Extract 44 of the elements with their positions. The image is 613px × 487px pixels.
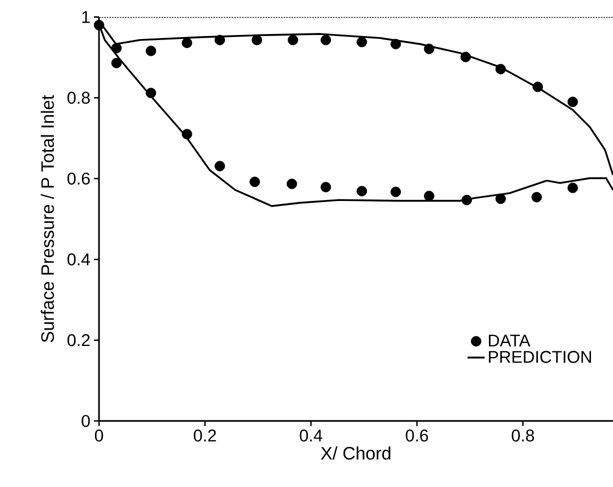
legend-label: PREDICTION xyxy=(488,350,591,363)
point xyxy=(182,38,192,48)
legend-label: DATA xyxy=(488,334,530,346)
point xyxy=(146,46,156,56)
point xyxy=(495,64,506,74)
y-tick-label: 0.8 xyxy=(68,92,90,104)
point xyxy=(531,192,542,202)
point xyxy=(568,182,578,194)
x-axis-title: X/ Chord xyxy=(320,446,390,460)
y-tick-label: 0 xyxy=(82,414,90,428)
y-tick-label: 0.6 xyxy=(68,172,90,185)
x-tick-label: 0.8 xyxy=(512,430,534,442)
y-axis-title: Surface Pressure / P Total Inlet xyxy=(40,95,54,342)
point xyxy=(214,160,226,172)
x-tick-label: 0.6 xyxy=(406,430,428,442)
y-tick-label: 1 xyxy=(82,11,90,23)
point xyxy=(356,186,368,196)
point xyxy=(250,176,260,188)
point xyxy=(424,44,434,54)
point xyxy=(356,36,368,48)
x-tick-label: 0.2 xyxy=(194,430,216,442)
point xyxy=(462,194,472,206)
point xyxy=(532,82,543,92)
point xyxy=(214,34,226,46)
point xyxy=(252,34,262,46)
x-tick-label: 0 xyxy=(94,430,104,442)
point xyxy=(568,96,578,108)
point xyxy=(94,20,104,30)
point xyxy=(390,186,401,198)
point xyxy=(424,190,434,202)
point xyxy=(460,52,471,62)
point xyxy=(111,58,122,68)
point xyxy=(111,42,122,54)
y-tick-label: 0.2 xyxy=(68,334,90,346)
point xyxy=(146,88,156,98)
point xyxy=(286,178,298,190)
point xyxy=(288,34,298,46)
point xyxy=(320,34,331,46)
y-tick-label: 0.4 xyxy=(68,253,90,266)
x-tick-label: 0.4 xyxy=(300,430,322,442)
point xyxy=(182,128,192,140)
point xyxy=(320,182,331,192)
point xyxy=(495,194,506,204)
point xyxy=(390,38,401,50)
